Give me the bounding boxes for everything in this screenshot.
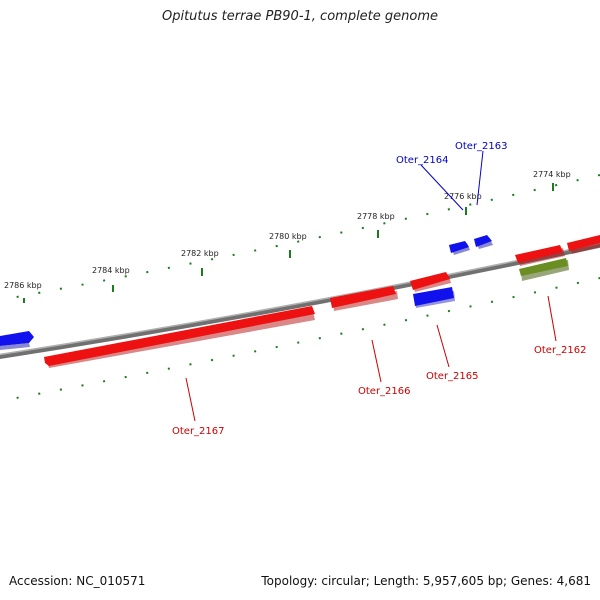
gene-label-oter-2162: Oter_2162	[534, 345, 587, 356]
gene-label-oter-2164: Oter_2164	[396, 155, 449, 166]
scale-label-2780: 2780 kbp	[269, 232, 307, 241]
scale-label-2786: 2786 kbp	[4, 281, 42, 290]
leader-oter-2165	[436, 324, 450, 368]
gene-oter-2166	[330, 286, 398, 311]
inner-tick-ring	[0, 277, 600, 403]
gene-oter-2166b	[410, 272, 451, 292]
scale-label-2776: 2776 kbp	[444, 192, 482, 201]
leader-oter-2163	[476, 150, 484, 206]
gene-label-oter-2167: Oter_2167	[172, 426, 225, 437]
gene-oter-2161	[515, 245, 565, 266]
gene-oter-2162	[519, 258, 569, 281]
gene-oter-2164	[449, 241, 470, 255]
leader-oter-2162	[547, 295, 557, 342]
leader-oter-2164	[420, 164, 464, 211]
gene-left-edge	[0, 331, 34, 350]
gene-label-oter-2166: Oter_2166	[358, 386, 411, 397]
major-ticks	[23, 183, 554, 303]
leader-oter-2167	[185, 377, 196, 422]
map-title: Opitutus terrae PB90-1, complete genome	[161, 9, 439, 24]
outer-tick-ring	[0, 174, 600, 302]
scale-label-2774: 2774 kbp	[533, 170, 571, 179]
gene-oter-2165	[413, 287, 455, 308]
scale-label-2782: 2782 kbp	[181, 249, 219, 258]
gene-oter-2167	[44, 306, 315, 368]
scale-label-2784: 2784 kbp	[92, 266, 130, 275]
leader-oter-2166	[371, 339, 382, 383]
genome-backbone-highlight	[0, 242, 600, 356]
gene-label-oter-2165: Oter_2165	[426, 371, 479, 382]
gene-oter-2163	[474, 235, 493, 249]
gene-label-oter-2163: Oter_2163	[455, 141, 508, 152]
gene-right-edge	[567, 235, 600, 254]
accession-text: Accession: NC_010571	[9, 574, 146, 588]
summary-text: Topology: circular; Length: 5,957,605 bp…	[261, 574, 591, 588]
scale-label-2778: 2778 kbp	[357, 212, 395, 221]
